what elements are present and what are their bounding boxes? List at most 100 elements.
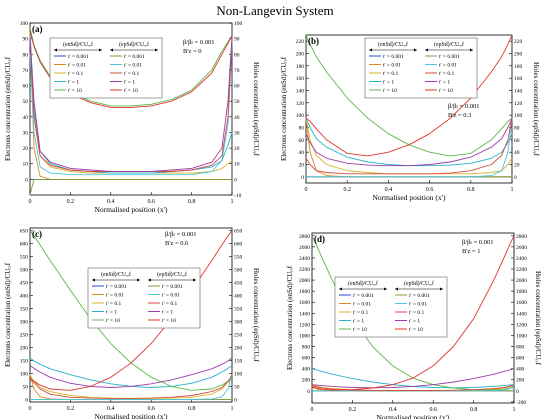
legend-label: t' = 0.01 — [439, 63, 457, 69]
holes-series-line — [29, 178, 232, 196]
legend-header: (epSd)/CUᵣₑf — [434, 41, 464, 48]
legend-label: t' = 10 — [439, 88, 453, 94]
y-tick-label: 350 — [20, 307, 29, 313]
y-tick-label: 200 — [20, 345, 29, 351]
y-right-tick-label: 40 — [234, 115, 240, 121]
y-right-tick-label: 2600 — [516, 245, 527, 251]
holes-series-line — [306, 118, 513, 178]
legend-arrowhead — [99, 48, 102, 52]
legend-arrowhead — [137, 278, 140, 282]
y-right-axis-label: Holes concentration (epSd)/CUᵣₑf — [532, 62, 540, 157]
x-tick-label: 0.2 — [67, 406, 75, 412]
x-tick-label: 0.6 — [429, 407, 437, 413]
y-right-tick-label: 1000 — [516, 333, 527, 339]
y-right-tick-label: 100 — [234, 371, 243, 377]
y-right-tick-label: 20 — [234, 146, 240, 152]
y-tick-label: 800 — [302, 345, 311, 351]
y-right-tick-label: 150 — [234, 358, 243, 364]
y-right-tick-label: 100 — [234, 21, 243, 27]
legend-label: t' = 0.01 — [409, 302, 427, 308]
y-tick-label: 30 — [23, 130, 29, 136]
parameter-text: B'z = 1 — [462, 248, 481, 255]
legend-arrowhead — [369, 48, 372, 52]
holes-series-line — [305, 118, 513, 167]
holes-series-line — [29, 230, 233, 391]
y-tick-label: 40 — [23, 115, 29, 121]
y-tick-label: 400 — [302, 367, 311, 373]
parameter-text: β/βₗ = 0.001 — [183, 39, 215, 46]
y-right-tick-label: 2800 — [516, 234, 527, 240]
legend-label: t' = 1 — [353, 319, 364, 325]
legend-header: (enSd)/CUᵣₑf — [101, 271, 131, 278]
y-right-tick-label: 60 — [514, 138, 520, 144]
y-tick-label: 150 — [20, 358, 29, 364]
y-tick-label: 500 — [20, 268, 29, 274]
legend-label: t' = 1 — [68, 80, 79, 86]
y-tick-label: 2200 — [299, 267, 310, 273]
y-tick-label: 650 — [20, 229, 29, 235]
x-tick-label: 1 — [231, 406, 234, 412]
x-tick-label: 0 — [29, 199, 32, 205]
y-right-tick-label: 80 — [234, 52, 240, 58]
y-tick-label: 70 — [23, 68, 29, 74]
legend-header: (epSd)/CUᵣₑf — [119, 41, 149, 48]
legend-label: t' = 0.1 — [353, 310, 368, 316]
legend-label: t' = 1 — [439, 80, 450, 86]
y-right-tick-label: 1200 — [516, 322, 527, 328]
legend: (enSd)/CUᵣₑf (epSd)/CUᵣₑf t' = 0.001 t' = 0… — [49, 37, 163, 99]
x-tick-label: 0.8 — [467, 187, 475, 193]
y-tick-label: 60 — [23, 84, 29, 90]
y-tick-label: 600 — [302, 356, 311, 362]
y-right-tick-label: 10 — [234, 162, 240, 168]
y-right-tick-label: 70 — [234, 68, 240, 74]
y-tick-label: 1800 — [299, 289, 310, 295]
legend-arrowhead — [54, 48, 57, 52]
parameter-text: β/βₗ = 0.001 — [165, 231, 197, 238]
y-right-tick-label: -10 — [234, 193, 242, 199]
x-axis-label: Normalised position (x') — [376, 413, 450, 419]
y-tick-label: 40 — [299, 150, 305, 156]
y-tick-label: 120 — [296, 101, 305, 107]
panel-label: (b) — [308, 36, 319, 46]
y-tick-label: 80 — [299, 126, 305, 132]
y-tick-label: 60 — [299, 138, 305, 144]
y-tick-label: 10 — [23, 162, 29, 168]
y-tick-label: 600 — [20, 242, 29, 248]
legend-arrowhead — [414, 48, 417, 52]
x-tick-label: 0.4 — [385, 187, 393, 193]
x-tick-label: 0 — [305, 187, 308, 193]
y-right-tick-label: 400 — [516, 367, 525, 373]
y-tick-label: 80 — [23, 52, 29, 58]
y-tick-label: 250 — [20, 332, 29, 338]
legend-label: t' = 10 — [383, 88, 397, 94]
y-right-tick-label: 550 — [234, 255, 243, 261]
x-tick-label: 0.4 — [389, 407, 397, 413]
y-tick-label: 400 — [20, 294, 29, 300]
y-right-axis-label: Holes concentration (epSd)/CUᵣₑf — [252, 268, 260, 363]
y-right-tick-label: 2000 — [516, 278, 527, 284]
x-tick-label: 0.4 — [107, 199, 115, 205]
legend-box — [334, 276, 448, 338]
legend-header: (epSd)/CUᵣₑf — [404, 280, 434, 287]
legend-label: t' = 1 — [124, 80, 135, 86]
legend-label: t' = 0.1 — [68, 71, 83, 77]
chart-panel: 0 0.2 0.4 0.6 0.8 10102030405060708090100-100… — [4, 21, 260, 214]
legend-arrowhead — [384, 287, 387, 291]
legend-label: t' = 0.1 — [383, 71, 398, 77]
legend-label: t' = 0.01 — [124, 63, 142, 69]
y-right-tick-label: 200 — [516, 378, 525, 384]
x-tick-label: 1 — [231, 199, 234, 205]
y-tick-label: 0 — [307, 389, 310, 395]
legend-label: t' = 0.1 — [162, 301, 177, 307]
legend-label: t' = 0.001 — [439, 54, 460, 60]
legend-label: t' = 1 — [162, 310, 173, 316]
legend-arrowhead — [339, 287, 342, 291]
x-tick-label: 0.2 — [343, 187, 351, 193]
x-axis-label: Normalised position (x') — [94, 205, 168, 214]
legend-label: t' = 1 — [106, 310, 117, 316]
legend-arrowhead — [425, 48, 428, 52]
y-tick-label: 140 — [296, 89, 305, 95]
parameter-text: B'z = 0.3 — [448, 112, 471, 119]
y-tick-label: 220 — [296, 39, 305, 45]
y-right-axis-label: Holes concentration (epSd)/CUᵣₑf — [252, 62, 260, 157]
